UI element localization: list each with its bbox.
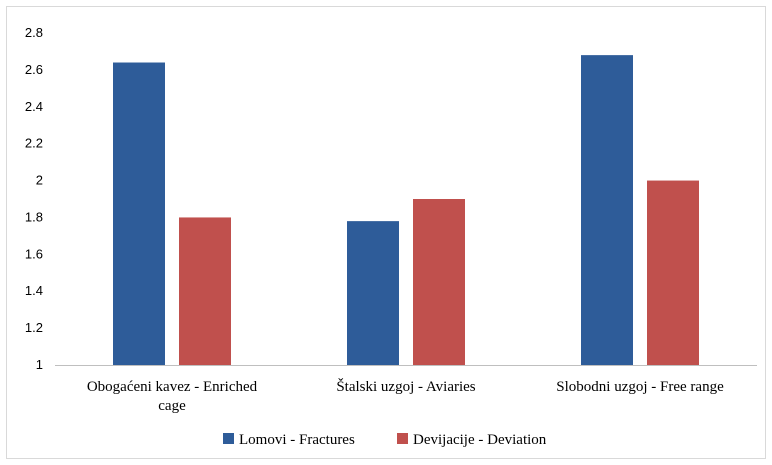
legend-label: Lomovi - Fractures bbox=[239, 432, 355, 448]
y-tick-label: 2 bbox=[36, 173, 43, 188]
y-tick-label: 1.2 bbox=[25, 320, 43, 335]
y-tick-label: 1.6 bbox=[25, 246, 43, 261]
legend: Lomovi - Fractures Devijacije - Deviation bbox=[223, 432, 547, 448]
y-tick-label: 1.4 bbox=[25, 283, 43, 298]
bar-deviation bbox=[179, 217, 231, 365]
y-tick-label: 1.8 bbox=[25, 209, 43, 224]
y-tick-label: 2.4 bbox=[25, 99, 43, 114]
y-tick-label: 1 bbox=[36, 357, 43, 372]
bar-deviation bbox=[647, 180, 699, 365]
bar-chart: 1 1.2 1.4 1.6 1.8 2 2.2 2.4 2.6 2.8 Obogaćeni kav… bbox=[25, 25, 757, 448]
bar-fractures bbox=[581, 55, 633, 366]
legend-label: Devijacije - Deviation bbox=[413, 432, 547, 448]
y-tick-label: 2.2 bbox=[25, 136, 43, 151]
bar-deviation bbox=[413, 199, 465, 365]
bar-fractures bbox=[113, 62, 165, 366]
y-tick-label: 2.8 bbox=[25, 25, 43, 40]
x-axis-category-labels: Obogaćeni kavez - Enriched cage Štalski uz… bbox=[87, 378, 724, 414]
chart-frame: 1 1.2 1.4 1.6 1.8 2 2.2 2.4 2.6 2.8 Obogaćeni kav… bbox=[6, 6, 766, 459]
x-category-label: Slobodni uzgoj - Free range bbox=[556, 379, 724, 395]
legend-swatch bbox=[223, 433, 234, 444]
x-category-label: Obogaćeni kavez - Enriched bbox=[87, 379, 258, 395]
bar-fractures bbox=[347, 221, 399, 365]
bars bbox=[113, 55, 699, 366]
x-category-label: cage bbox=[158, 398, 186, 414]
y-tick-label: 2.6 bbox=[25, 62, 43, 77]
legend-swatch bbox=[397, 433, 408, 444]
x-category-label: Štalski uzgoj - Aviaries bbox=[336, 378, 475, 395]
y-axis-tick-labels: 1 1.2 1.4 1.6 1.8 2 2.2 2.4 2.6 2.8 bbox=[25, 25, 43, 372]
